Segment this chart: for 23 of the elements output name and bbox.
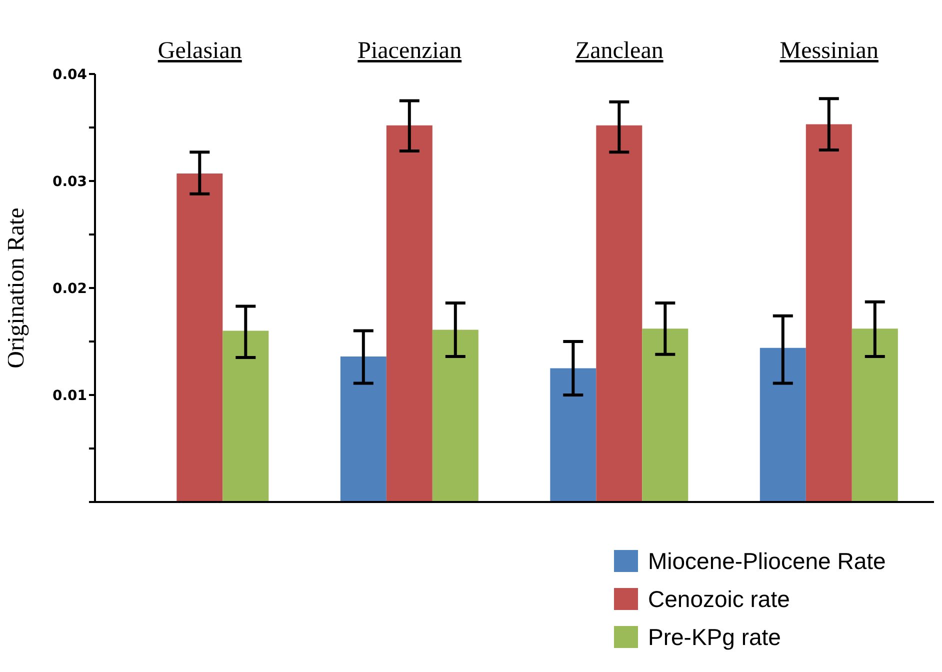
legend-label: Miocene-Pliocene Rate [648,548,886,574]
bar [386,125,432,502]
legend-label: Pre-KPg rate [648,624,781,650]
y-axis-title: Origination Rate [4,208,30,368]
bar [642,328,688,502]
x-tick-label: Zanclean [575,38,664,64]
bar [222,330,269,502]
y-tick-label: 0.01 [52,388,87,404]
bar [806,124,852,502]
x-tick-label: Messinian [780,38,878,64]
x-tick-label: Piacenzian [358,38,462,64]
y-tick-label: 0.04 [52,66,88,83]
bar [340,356,386,502]
x-tick-label: Gelasian [158,38,242,64]
y-tick-label: 0.02 [52,280,87,297]
bar [432,330,478,502]
bar [550,368,596,502]
bar [176,174,223,502]
bar [596,125,642,502]
y-tick-label: 0.03 [52,174,87,190]
bar [760,348,806,502]
legend-label: Cenozoic rate [648,586,790,612]
bar [852,328,898,502]
